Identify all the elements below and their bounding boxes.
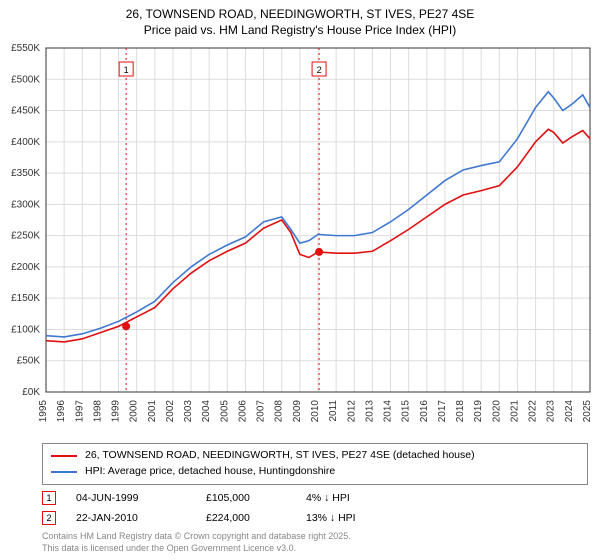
svg-text:£50K: £50K bbox=[17, 356, 41, 367]
svg-text:£550K: £550K bbox=[11, 43, 40, 54]
footer-line-1: Contains HM Land Registry data © Crown c… bbox=[42, 531, 588, 543]
chart-plot-area: £0K £50K £100K £150K £200K £250K £300K £350K £40… bbox=[0, 42, 600, 437]
svg-text:2001: 2001 bbox=[147, 400, 158, 423]
legend-swatch-hpi bbox=[51, 471, 77, 473]
chart-title: 26, TOWNSEND ROAD, NEEDINGWORTH, ST IVES… bbox=[0, 0, 600, 38]
sale-badge: 2 bbox=[42, 511, 56, 525]
footer-line-2: This data is licensed under the Open Gov… bbox=[42, 543, 588, 555]
sale-price: £224,000 bbox=[206, 512, 286, 524]
sale-date: 22-JAN-2010 bbox=[76, 512, 186, 524]
svg-text:2023: 2023 bbox=[546, 400, 557, 423]
svg-text:£200K: £200K bbox=[11, 262, 40, 273]
svg-text:2008: 2008 bbox=[274, 400, 285, 423]
svg-text:1: 1 bbox=[124, 65, 129, 75]
svg-text:1996: 1996 bbox=[56, 400, 67, 423]
line-chart-svg: £0K £50K £100K £150K £200K £250K £300K £350K £40… bbox=[0, 42, 600, 437]
sale-price: £105,000 bbox=[206, 492, 286, 504]
svg-text:2007: 2007 bbox=[256, 400, 267, 423]
svg-text:2010: 2010 bbox=[310, 400, 321, 423]
svg-text:2020: 2020 bbox=[491, 400, 502, 423]
svg-text:2003: 2003 bbox=[183, 400, 194, 423]
legend-row-hpi: HPI: Average price, detached house, Hunt… bbox=[51, 464, 579, 480]
svg-text:2006: 2006 bbox=[237, 400, 248, 423]
svg-text:2005: 2005 bbox=[219, 400, 230, 423]
svg-text:£150K: £150K bbox=[11, 294, 40, 305]
svg-text:1995: 1995 bbox=[38, 400, 49, 423]
svg-text:£350K: £350K bbox=[11, 168, 40, 179]
svg-text:2015: 2015 bbox=[401, 400, 412, 423]
sale-date: 04-JUN-1999 bbox=[76, 492, 186, 504]
svg-text:2016: 2016 bbox=[419, 400, 430, 423]
legend-label-price: 26, TOWNSEND ROAD, NEEDINGWORTH, ST IVES… bbox=[85, 448, 475, 464]
legend-label-hpi: HPI: Average price, detached house, Hunt… bbox=[85, 464, 335, 480]
footer-attribution: Contains HM Land Registry data © Crown c… bbox=[42, 531, 588, 554]
title-line-2: Price paid vs. HM Land Registry's House … bbox=[0, 22, 600, 38]
legend-swatch-price bbox=[51, 455, 77, 457]
svg-text:2014: 2014 bbox=[383, 400, 394, 423]
svg-text:1997: 1997 bbox=[74, 400, 85, 423]
svg-text:£250K: £250K bbox=[11, 231, 40, 242]
sale-hpi: 4% ↓ HPI bbox=[306, 492, 396, 504]
legend-row-price: 26, TOWNSEND ROAD, NEEDINGWORTH, ST IVES… bbox=[51, 448, 579, 464]
svg-text:2025: 2025 bbox=[582, 400, 593, 423]
legend: 26, TOWNSEND ROAD, NEEDINGWORTH, ST IVES… bbox=[42, 443, 588, 485]
svg-text:£0K: £0K bbox=[22, 387, 40, 398]
svg-text:2004: 2004 bbox=[201, 400, 212, 423]
svg-text:£300K: £300K bbox=[11, 200, 40, 211]
sales-list: 1 04-JUN-1999 £105,000 4% ↓ HPI 2 22-JAN… bbox=[42, 491, 588, 525]
svg-text:£100K: £100K bbox=[11, 325, 40, 336]
sale-row: 2 22-JAN-2010 £224,000 13% ↓ HPI bbox=[42, 511, 588, 525]
svg-text:1998: 1998 bbox=[92, 400, 103, 423]
title-line-1: 26, TOWNSEND ROAD, NEEDINGWORTH, ST IVES… bbox=[0, 6, 600, 22]
chart-container: 26, TOWNSEND ROAD, NEEDINGWORTH, ST IVES… bbox=[0, 0, 600, 560]
svg-text:2012: 2012 bbox=[346, 400, 357, 423]
svg-text:2000: 2000 bbox=[129, 400, 140, 423]
svg-text:2024: 2024 bbox=[564, 400, 575, 423]
sale-row: 1 04-JUN-1999 £105,000 4% ↓ HPI bbox=[42, 491, 588, 505]
svg-text:£450K: £450K bbox=[11, 106, 40, 117]
svg-text:2013: 2013 bbox=[364, 400, 375, 423]
svg-text:£400K: £400K bbox=[11, 137, 40, 148]
svg-text:2: 2 bbox=[317, 65, 322, 75]
svg-text:£500K: £500K bbox=[11, 75, 40, 86]
svg-text:2019: 2019 bbox=[473, 400, 484, 423]
svg-text:2011: 2011 bbox=[328, 400, 339, 422]
svg-text:2021: 2021 bbox=[509, 400, 520, 423]
svg-text:2018: 2018 bbox=[455, 400, 466, 423]
sale-hpi: 13% ↓ HPI bbox=[306, 512, 396, 524]
sale-badge: 1 bbox=[42, 491, 56, 505]
svg-text:2017: 2017 bbox=[437, 400, 448, 423]
svg-text:2022: 2022 bbox=[528, 400, 539, 423]
svg-text:1999: 1999 bbox=[111, 400, 122, 423]
svg-text:2002: 2002 bbox=[165, 400, 176, 423]
svg-text:2009: 2009 bbox=[292, 400, 303, 423]
